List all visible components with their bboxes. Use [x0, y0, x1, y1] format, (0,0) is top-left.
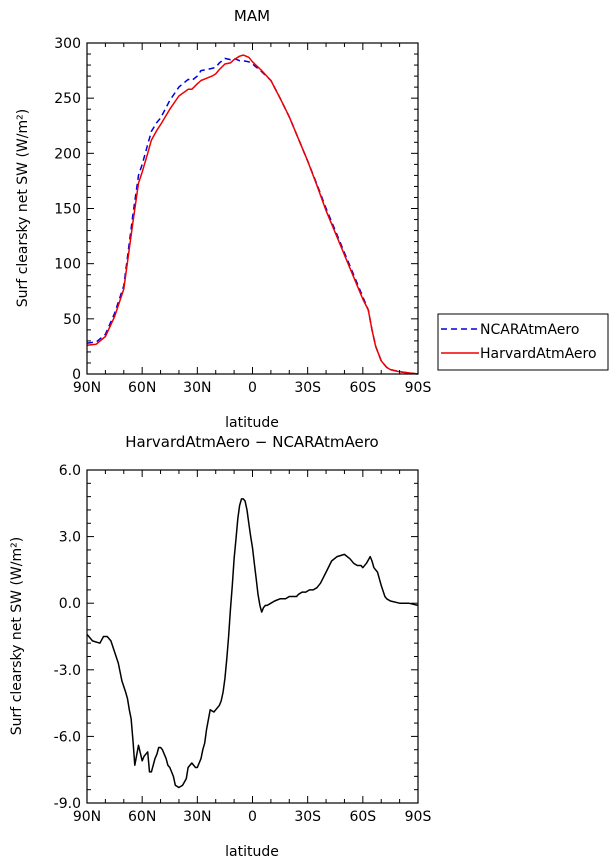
bottom-axis-ticks: 90N 60N 30N 0 30S 60S 90S -9.0 -6.0 -3.0 0.0 3.0 6.0: [54, 463, 432, 825]
top-series-layer: [86, 54, 419, 375]
legend-label-ncar: NCARAtmAero: [480, 322, 579, 338]
bottom-x-axis-label: latitude: [225, 844, 279, 860]
top-y-tick-label: 0: [72, 367, 81, 383]
top-chart-title: MAM: [234, 7, 270, 25]
top-y-tick-label: 300: [54, 36, 81, 52]
bottom-y-tick-label: 0.0: [59, 596, 81, 612]
top-y-tick-label: 150: [54, 202, 81, 218]
bottom-panel: HarvardAtmAero − NCARAtmAero 90N 60N 30N 0 3…: [9, 433, 431, 860]
bottom-series-layer: [86, 498, 419, 789]
legend: NCARAtmAero HarvardAtmAero: [437, 313, 609, 371]
legend-box: [437, 313, 609, 371]
bottom-y-tick-label: 3.0: [59, 530, 81, 546]
top-x-tick-label: 60N: [128, 380, 156, 396]
bottom-y-tick-label: 6.0: [59, 463, 81, 479]
top-panel: MAM 90N 60N 30N 0 30S 60S 90S 0 50 100 150 200 250 30…: [15, 7, 431, 431]
bottom-y-axis-label: Surf clearsky net SW (W/m²): [9, 537, 25, 735]
bottom-x-tick-label: 60N: [128, 809, 156, 825]
top-plot-frame: [86, 42, 419, 375]
top-axis-ticks: 90N 60N 30N 0 30S 60S 90S 0 50 100 150 200 250 300: [54, 36, 431, 396]
top-y-tick-label: 100: [54, 257, 81, 273]
bottom-chart-title: HarvardAtmAero − NCARAtmAero: [125, 433, 378, 451]
top-y-tick-label: 250: [54, 91, 81, 107]
top-y-tick-label: 200: [54, 146, 81, 162]
top-x-tick-label: 30N: [183, 380, 211, 396]
bottom-x-tick-label: 30N: [183, 809, 211, 825]
top-y-tick-label: 50: [63, 312, 81, 328]
top-x-tick-label: 60S: [349, 380, 376, 396]
bottom-x-tick-label: 30S: [294, 809, 321, 825]
top-x-tick-label: 90S: [405, 380, 432, 396]
bottom-x-tick-label: 0: [248, 809, 257, 825]
top-x-axis-label: latitude: [225, 415, 279, 431]
bottom-x-tick-label: 90N: [73, 809, 101, 825]
bottom-y-tick-label: -6.0: [54, 729, 81, 745]
top-x-tick-label: 0: [248, 380, 257, 396]
legend-label-harvard: HarvardAtmAero: [480, 346, 597, 362]
top-y-axis-label: Surf clearsky net SW (W/m²): [15, 109, 31, 307]
bottom-x-tick-label: 60S: [349, 809, 376, 825]
top-x-tick-label: 90N: [73, 380, 101, 396]
bottom-series-line-diff-0: [86, 498, 419, 789]
bottom-y-tick-label: -3.0: [54, 663, 81, 679]
bottom-y-tick-label: -9.0: [54, 796, 81, 812]
top-series-line-ncaratmaero: [86, 57, 419, 375]
top-series-line-harvardatmaero: [86, 54, 419, 375]
bottom-x-tick-label: 90S: [405, 809, 432, 825]
top-x-tick-label: 30S: [294, 380, 321, 396]
